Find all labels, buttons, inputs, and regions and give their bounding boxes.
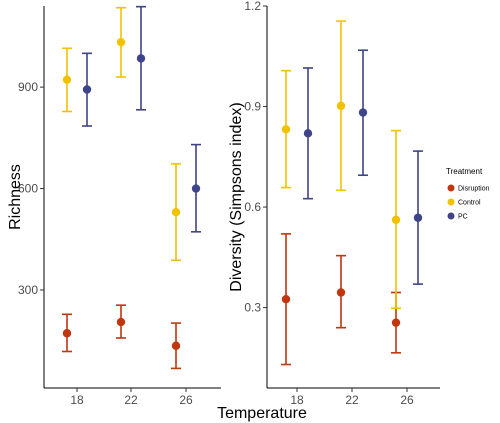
data-point [82, 85, 92, 94]
y-tick-label: 0.3 [244, 301, 261, 315]
y-tick-label: 600 [18, 182, 38, 196]
y-axis-title: Richness [7, 164, 24, 230]
series-control [281, 20, 401, 310]
x-tick-label: 26 [400, 393, 414, 407]
data-point [303, 129, 313, 138]
data-point [281, 295, 291, 304]
legend-key-pc [447, 212, 455, 220]
legend-title: Treatment [446, 167, 483, 176]
data-point [136, 54, 146, 63]
data-point [336, 288, 346, 297]
x-tick-label: 18 [70, 393, 84, 407]
series-disruption [62, 304, 181, 370]
series-control [62, 6, 181, 262]
legend-label: Disruption [458, 186, 490, 193]
panel-diversity: 0.3 0.6 0.9 1.2 18 22 26 Diversity (Simpsons in… [228, 0, 440, 407]
data-point [171, 208, 181, 217]
legend-key-control [447, 198, 455, 206]
y-tick-label: 0.9 [244, 100, 261, 114]
legend: Treatment Disruption Control PC [446, 167, 490, 221]
data-point [191, 184, 201, 193]
shared-x-axis-title: Temperature [217, 405, 307, 422]
y-axis-title: Diversity (Simpsons index) [228, 102, 245, 291]
y-tick-label: 1.2 [244, 0, 261, 13]
x-tick-label: 22 [124, 393, 138, 407]
x-tick-label: 18 [290, 393, 304, 407]
data-point [358, 108, 368, 117]
x-tick-label: 26 [179, 393, 193, 407]
x-tick-label: 22 [345, 393, 359, 407]
series-pc [82, 5, 201, 233]
legend-label: PC [458, 214, 468, 221]
y-tick-label: 0.6 [244, 200, 261, 214]
y-tick-label: 300 [18, 283, 38, 297]
legend-label: Control [458, 200, 481, 207]
series-disruption [281, 233, 401, 366]
data-point [171, 341, 181, 350]
data-point [281, 125, 291, 134]
data-point [391, 318, 401, 327]
y-tick-label: 900 [18, 80, 38, 94]
data-point [413, 213, 423, 222]
panel-richness: 300 600 900 18 22 26 Richness [7, 5, 221, 407]
data-point [116, 317, 126, 327]
data-point [62, 329, 72, 338]
data-point [116, 37, 126, 47]
legend-key-disruption [447, 184, 455, 192]
data-point [62, 75, 72, 84]
data-point [336, 101, 346, 111]
series-pc [303, 49, 423, 285]
data-point [391, 215, 401, 224]
